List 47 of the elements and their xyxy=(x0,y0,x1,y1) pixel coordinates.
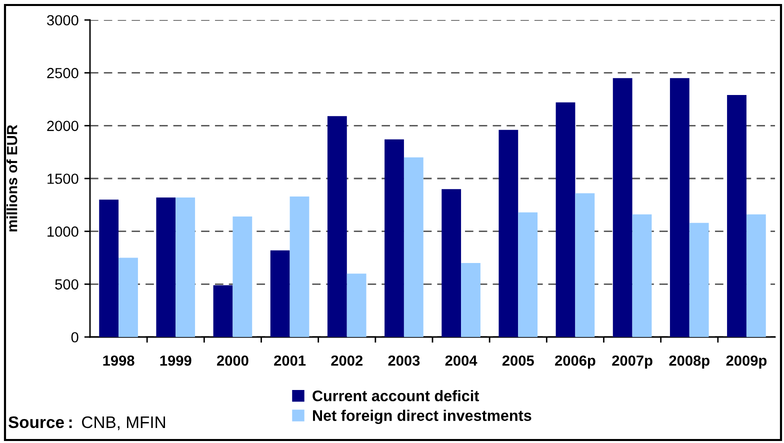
bar xyxy=(746,214,766,337)
y-tick-label: 2500 xyxy=(47,68,78,78)
bar xyxy=(327,116,347,337)
bar xyxy=(556,102,576,337)
x-tick-label: 2009p xyxy=(726,355,767,369)
bar xyxy=(99,200,119,337)
x-tick-label: 2000 xyxy=(216,355,248,366)
legend-label: Net foreign direct investments xyxy=(313,410,532,424)
x-tick-label: 2002 xyxy=(331,355,363,366)
bar xyxy=(290,196,310,337)
y-tick-label: 2000 xyxy=(47,120,78,132)
x-tick-label: 2001 xyxy=(274,355,306,366)
x-tick-label: 2003 xyxy=(388,355,420,366)
legend-label: Current account deficit xyxy=(312,390,480,402)
bar xyxy=(632,214,652,337)
bar xyxy=(689,222,709,337)
bar xyxy=(384,139,404,337)
bar xyxy=(612,78,632,337)
bar xyxy=(346,274,366,337)
x-tick-label: 2005 xyxy=(502,355,534,366)
y-tick-label: 3000 xyxy=(47,15,78,26)
bar xyxy=(518,212,538,337)
bar xyxy=(727,95,746,337)
x-tick-label: 1998 xyxy=(103,355,134,366)
y-tick-label: 0 xyxy=(71,332,78,342)
x-tick-label: 2007p xyxy=(612,355,652,369)
bar xyxy=(232,216,252,337)
y-axis-title: millions of EUR xyxy=(6,124,18,232)
y-tick-label: 500 xyxy=(55,279,78,290)
x-tick-label: 1999 xyxy=(160,355,192,366)
bar xyxy=(213,285,233,337)
bar xyxy=(156,198,176,337)
bar xyxy=(670,78,690,337)
y-tick-label: 1000 xyxy=(48,226,78,237)
bar xyxy=(270,250,290,337)
bar xyxy=(575,193,595,337)
y-tick-label: 1500 xyxy=(48,174,78,184)
bar xyxy=(498,130,518,337)
source-note: Source: CNB, MFIN xyxy=(8,416,165,430)
x-tick-label: 2008p xyxy=(669,355,710,369)
bar xyxy=(176,198,196,337)
bar xyxy=(404,157,424,337)
bar xyxy=(118,258,138,337)
x-tick-label: 2004 xyxy=(445,355,478,366)
x-tick-label: 2006p xyxy=(555,355,596,369)
bar xyxy=(442,189,462,337)
bar xyxy=(461,263,480,337)
